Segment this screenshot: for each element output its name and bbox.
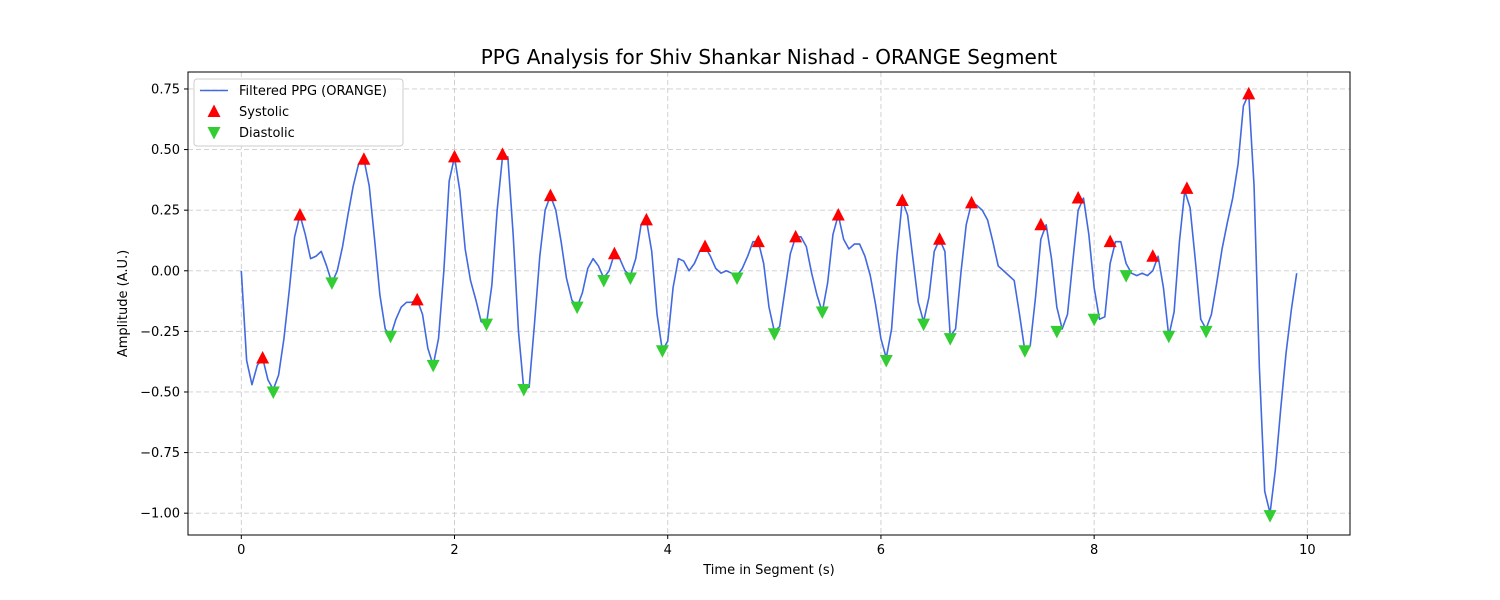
legend-label-ppg: Filtered PPG (ORANGE): [239, 84, 387, 99]
diastolic-marker: [1119, 270, 1133, 283]
plot-area: [240, 86, 1298, 523]
y-tick-label: 0.75: [151, 82, 180, 97]
chart-title: PPG Analysis for Shiv Shankar Nishad - O…: [481, 45, 1058, 69]
diastolic-marker: [815, 306, 829, 319]
diastolic-marker: [943, 333, 957, 346]
systolic-marker: [895, 193, 909, 206]
systolic-marker: [1242, 86, 1256, 100]
diastolic-marker: [917, 318, 931, 332]
diastolic-marker: [479, 318, 493, 332]
diastolic-marker: [730, 272, 744, 286]
diastolic-marker: [1263, 510, 1277, 523]
systolic-marker: [495, 147, 509, 160]
y-tick-label: 0.50: [151, 143, 180, 158]
x-axis-label: Time in Segment (s): [702, 563, 834, 578]
x-tick-label: 6: [877, 543, 885, 558]
diastolic-marker: [426, 359, 440, 373]
systolic-marker: [410, 292, 424, 306]
systolic-marker: [1071, 191, 1085, 204]
axes-frame: [187, 71, 1351, 536]
systolic-marker: [256, 351, 270, 364]
diastolic-marker: [879, 354, 893, 368]
y-tick-label: −1.00: [140, 507, 180, 522]
y-tick-label: −0.75: [140, 446, 180, 461]
legend: Filtered PPG (ORANGE) Systolic Diastolic: [193, 78, 404, 147]
legend-label-diastolic: Diastolic: [239, 126, 295, 141]
x-tick-label: 2: [450, 543, 458, 558]
systolic-marker: [1180, 181, 1194, 194]
diastolic-marker: [1087, 313, 1101, 327]
systolic-marker: [1146, 249, 1160, 262]
legend-diastolic-marker-icon: [207, 127, 221, 140]
diastolic-marker: [597, 274, 611, 288]
diastolic-marker: [266, 386, 280, 399]
systolic-marker: [698, 239, 712, 253]
y-tick-label: 0.00: [151, 264, 180, 279]
legend-label-systolic: Systolic: [239, 105, 289, 120]
x-tick-label: 0: [237, 543, 245, 558]
legend-box: [193, 78, 404, 147]
systolic-marker: [543, 188, 557, 202]
diastolic-marker: [384, 330, 398, 344]
y-tick-label: −0.25: [140, 325, 180, 340]
diastolic-marker: [1162, 330, 1176, 344]
diastolic-marker: [517, 384, 531, 397]
systolic-marker: [357, 152, 371, 165]
diastolic-marker: [655, 345, 669, 358]
x-tick-label: 10: [1299, 543, 1316, 558]
systolic-marker: [1103, 234, 1117, 248]
diastolic-marker: [623, 272, 637, 286]
diastolic-marker: [1050, 325, 1064, 339]
y-tick-label: 0.25: [151, 204, 180, 219]
diastolic-marker: [325, 277, 339, 290]
legend-systolic-marker-icon: [207, 104, 221, 117]
systolic-marker: [293, 208, 307, 221]
diastolic-marker: [1199, 325, 1213, 339]
diastolic-marker: [767, 328, 781, 341]
grid-lines: [188, 72, 1350, 535]
y-tick-label: −0.50: [140, 385, 180, 400]
diastolic-marker: [1018, 345, 1032, 358]
diastolic-marker: [570, 301, 584, 315]
systolic-marker: [751, 234, 765, 248]
systolic-marker: [1034, 217, 1048, 231]
systolic-marker: [789, 229, 803, 243]
systolic-marker: [607, 246, 621, 260]
x-tick-label: 8: [1090, 543, 1098, 558]
x-tick-label: 4: [664, 543, 672, 558]
y-axis-label: Amplitude (A.U.): [116, 250, 131, 357]
axis-ticks: 0 2 4 6 8 10 −1.00 −0.75 −0.50 −0.25 0.00 0.25 0.50 0…: [140, 82, 1315, 558]
systolic-marker: [831, 208, 845, 221]
systolic-marker: [965, 195, 979, 209]
systolic-marker: [448, 149, 462, 163]
systolic-marker: [639, 212, 653, 226]
systolic-marker: [933, 232, 947, 245]
